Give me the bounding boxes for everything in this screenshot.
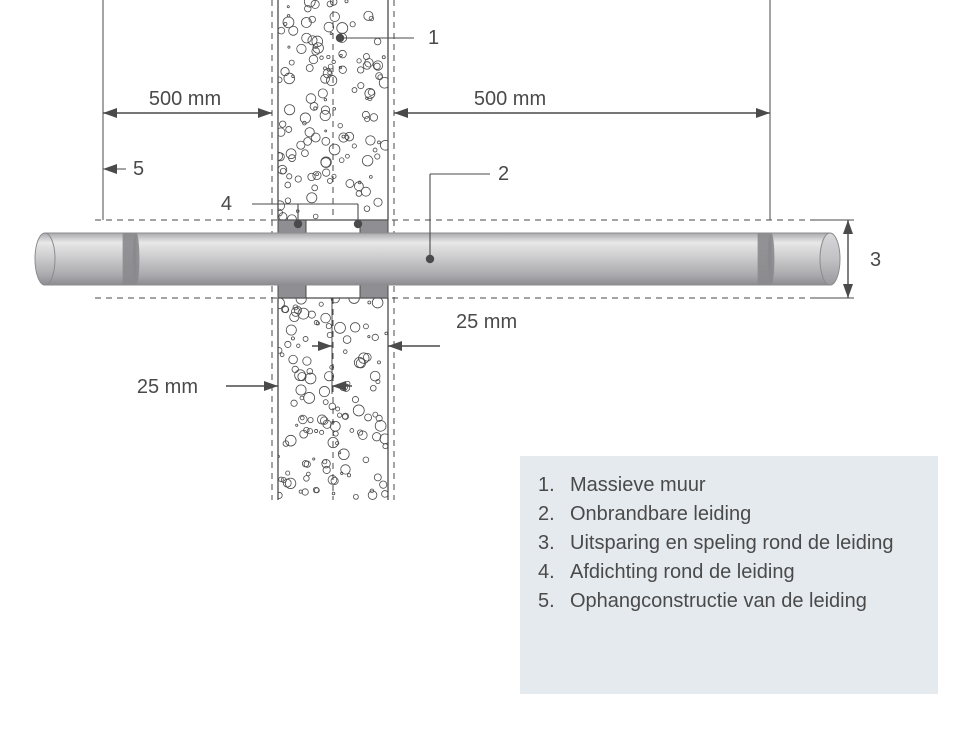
legend-item-number: 1. bbox=[538, 472, 570, 499]
svg-text:500 mm: 500 mm bbox=[474, 88, 546, 110]
legend-item: 2.Onbrandbare leiding bbox=[538, 501, 920, 528]
legend-item-text: Afdichting rond de leiding bbox=[570, 559, 795, 586]
svg-text:5: 5 bbox=[133, 158, 144, 180]
svg-text:1: 1 bbox=[428, 27, 439, 49]
pipe bbox=[35, 233, 840, 285]
legend-item-number: 4. bbox=[538, 559, 570, 586]
legend-item-number: 5. bbox=[538, 588, 570, 615]
legend-item-number: 3. bbox=[538, 530, 570, 557]
legend-item-text: Onbrandbare leiding bbox=[570, 501, 751, 528]
legend-item: 5.Ophangconstructie van de leiding bbox=[538, 588, 920, 615]
svg-text:2: 2 bbox=[498, 163, 509, 185]
legend-item: 1.Massieve muur bbox=[538, 472, 920, 499]
legend-list: 1.Massieve muur2.Onbrandbare leiding3.Ui… bbox=[538, 472, 920, 615]
legend-item-text: Massieve muur bbox=[570, 472, 706, 499]
legend-item-text: Ophangconstructie van de leiding bbox=[570, 588, 867, 615]
svg-text:500 mm: 500 mm bbox=[149, 88, 221, 110]
legend-item-text: Uitsparing en speling rond de leiding bbox=[570, 530, 894, 557]
legend-item: 3.Uitsparing en speling rond de leiding bbox=[538, 530, 920, 557]
svg-text:25 mm: 25 mm bbox=[137, 376, 198, 398]
legend-item-number: 2. bbox=[538, 501, 570, 528]
svg-text:25 mm: 25 mm bbox=[456, 311, 517, 333]
svg-text:4: 4 bbox=[221, 193, 232, 215]
legend-box: 1.Massieve muur2.Onbrandbare leiding3.Ui… bbox=[520, 456, 938, 694]
legend-item: 4.Afdichting rond de leiding bbox=[538, 559, 920, 586]
svg-text:3: 3 bbox=[870, 249, 881, 271]
